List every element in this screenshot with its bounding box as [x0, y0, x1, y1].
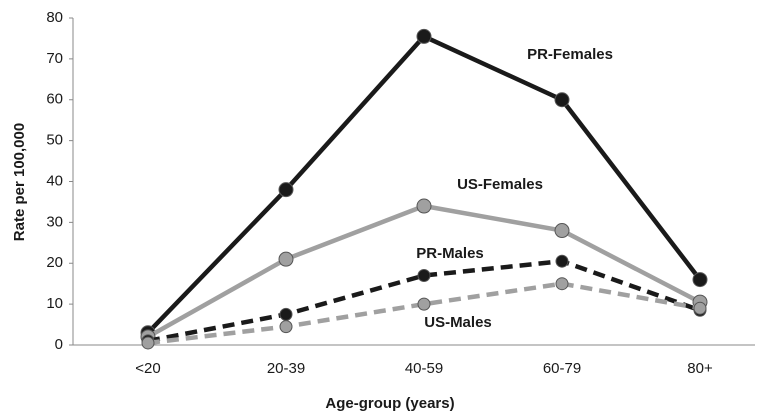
point [417, 297, 431, 311]
series-label: US-Females [457, 176, 543, 193]
y-tick-label: 30 [46, 213, 63, 230]
series-label: US-Males [424, 314, 492, 331]
point [279, 320, 293, 334]
point [554, 92, 570, 108]
point [692, 272, 708, 288]
y-tick-label: 10 [46, 295, 63, 312]
point [417, 269, 431, 283]
y-tick-label: 80 [46, 9, 63, 26]
point [693, 301, 707, 315]
point [554, 223, 570, 239]
point [416, 198, 432, 214]
y-tick-label: 70 [46, 50, 63, 67]
point [141, 336, 155, 350]
x-tick-label: <20 [135, 360, 160, 377]
series-line [147, 281, 701, 346]
point [555, 254, 569, 268]
point [278, 182, 294, 198]
y-tick-label: 60 [46, 91, 63, 108]
series-label: PR-Males [416, 245, 484, 262]
x-tick-label: 40-59 [405, 360, 443, 377]
x-tick-label: 60-79 [543, 360, 581, 377]
x-tick-label: 80+ [687, 360, 713, 377]
point [416, 28, 432, 44]
x-axis-title: Age-group (years) [325, 395, 454, 412]
y-tick-label: 50 [46, 132, 63, 149]
y-tick-label: 0 [55, 336, 63, 353]
y-axis-title: Rate per 100,000 [11, 123, 28, 241]
point [555, 277, 569, 291]
x-tick-label: 20-39 [267, 360, 305, 377]
point [278, 251, 294, 267]
point [279, 307, 293, 321]
series-label: PR-Females [527, 46, 613, 63]
y-tick-label: 20 [46, 254, 63, 271]
y-tick-label: 40 [46, 172, 63, 189]
